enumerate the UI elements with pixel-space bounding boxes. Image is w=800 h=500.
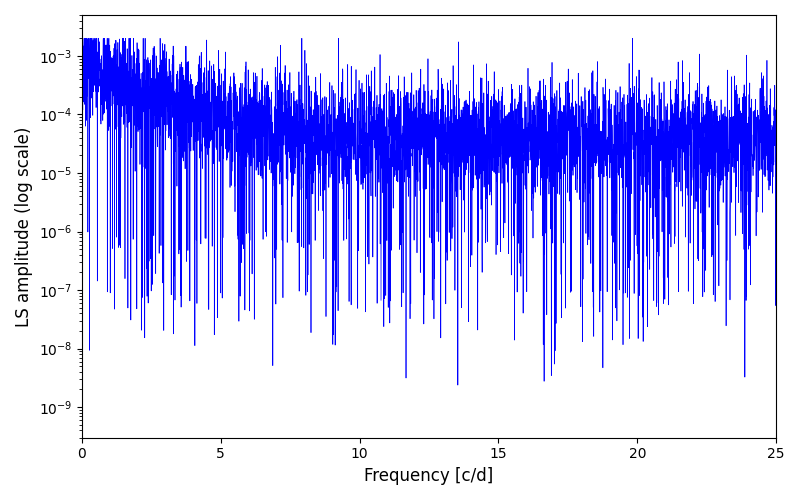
- X-axis label: Frequency [c/d]: Frequency [c/d]: [364, 467, 494, 485]
- Y-axis label: LS amplitude (log scale): LS amplitude (log scale): [15, 126, 33, 326]
